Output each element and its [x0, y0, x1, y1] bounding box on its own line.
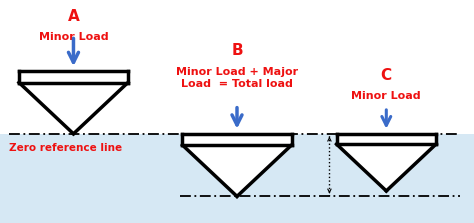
Polygon shape — [337, 134, 436, 144]
Text: Minor Load: Minor Load — [39, 32, 108, 42]
Polygon shape — [19, 71, 128, 83]
Text: C: C — [381, 68, 392, 83]
Polygon shape — [182, 145, 292, 196]
Text: B: B — [231, 43, 243, 58]
Polygon shape — [337, 144, 436, 191]
Text: Minor Load + Major
Load  = Total load: Minor Load + Major Load = Total load — [176, 67, 298, 89]
Text: A: A — [68, 9, 79, 24]
Polygon shape — [19, 83, 128, 134]
Text: Zero reference line: Zero reference line — [9, 143, 123, 153]
Text: Minor Load: Minor Load — [352, 91, 421, 101]
Polygon shape — [182, 134, 292, 145]
Bar — [0, 134, 474, 223]
